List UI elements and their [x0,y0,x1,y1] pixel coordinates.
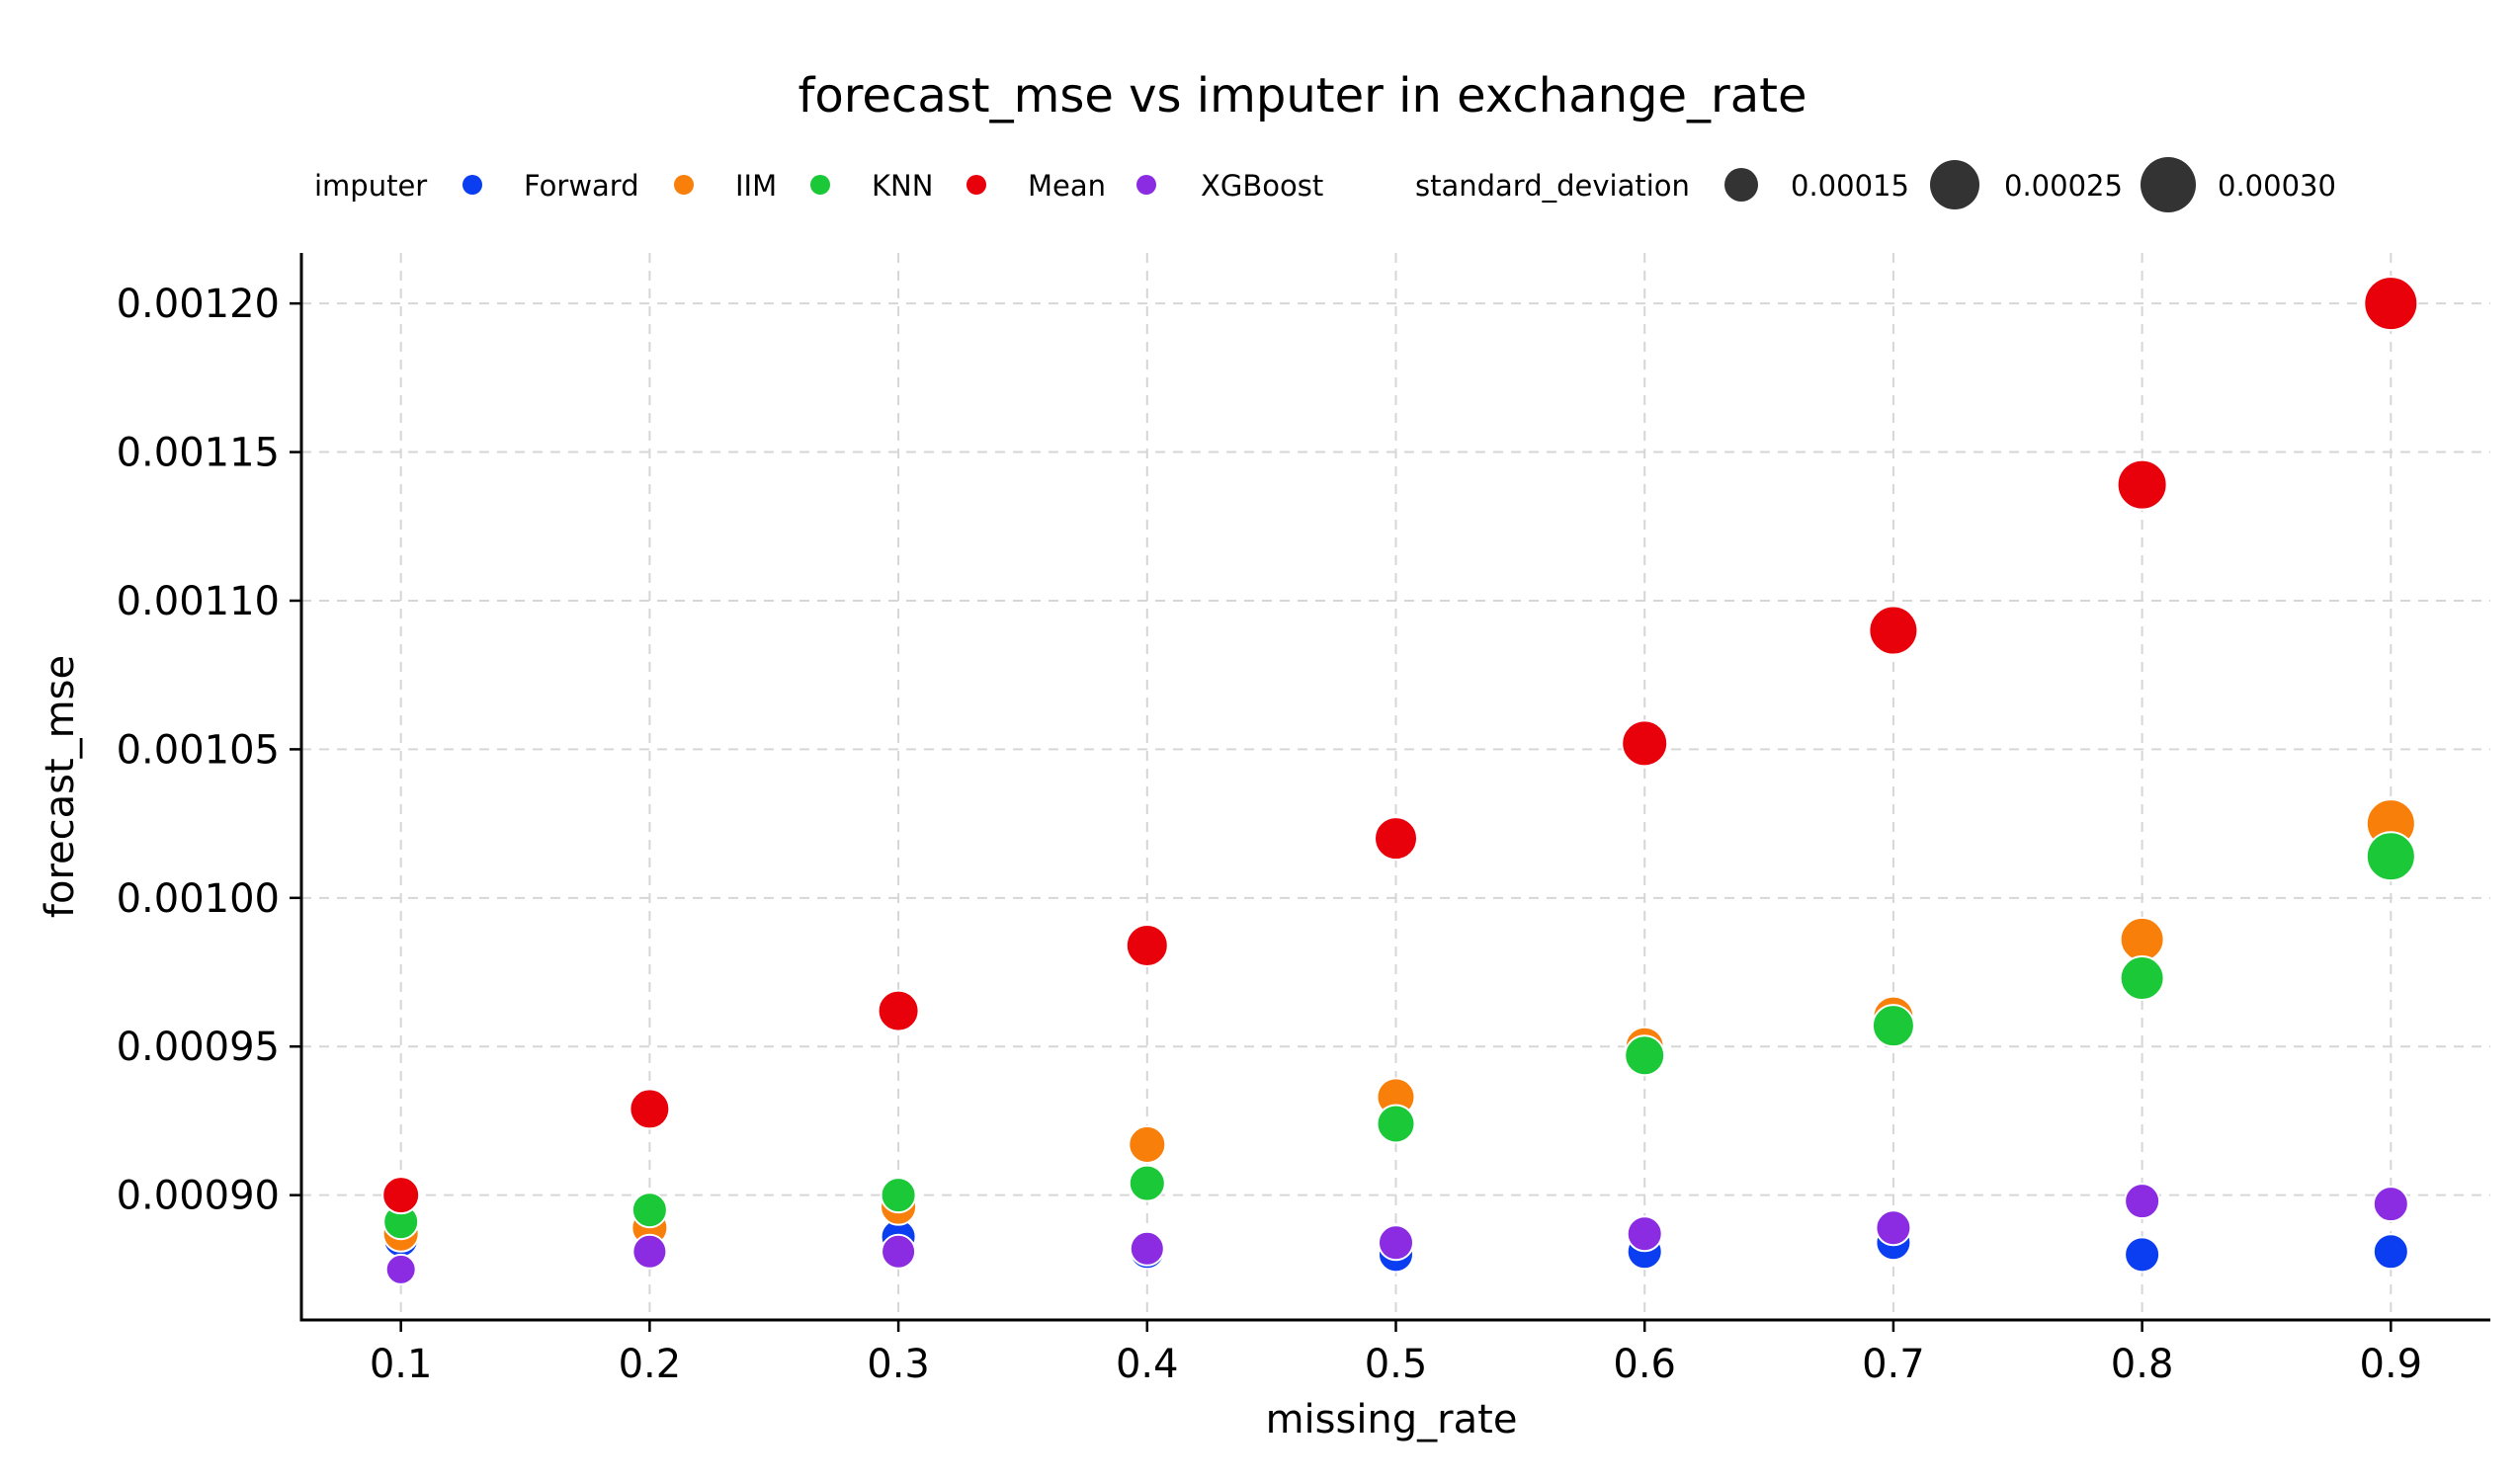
data-point [2124,1183,2161,1220]
legend-size-item: 0.00025 [1930,160,2123,209]
legend-marker [1136,175,1156,195]
legend-item-iim: IIM [674,169,777,203]
data-point [629,1088,671,1130]
legend-marker [462,175,482,195]
y-tick-label: 0.00105 [117,727,280,773]
data-point [1621,719,1669,768]
data-point [1128,1164,1166,1202]
data-point [1871,1004,1915,1048]
legend-label: KNN [872,169,933,203]
x-tick-label: 0.4 [1116,1342,1179,1387]
data-point [880,1177,917,1214]
legend-item-xgboost: XGBoost [1136,169,1323,203]
y-tick-label: 0.00100 [117,876,280,922]
chart-title: forecast_mse vs imputer in exchange_rate [798,68,1806,124]
y-tick-label: 0.00110 [117,579,280,624]
data-point [1128,1125,1167,1165]
series-knn [382,831,2416,1241]
legend-label: IIM [735,169,777,203]
series-mean [381,276,2419,1215]
legend-item-forward: Forward [462,169,639,203]
y-tick-label: 0.00115 [117,431,280,476]
legend-size-item: 0.00015 [1724,168,1909,203]
data-point [381,1176,421,1215]
y-tick-label: 0.00095 [117,1025,280,1070]
x-tick-label: 0.9 [2360,1342,2423,1387]
legend-size-label: 0.00030 [2218,169,2336,203]
data-point [1374,816,1418,862]
data-point [1125,923,1169,967]
legend-size-marker [2141,157,2196,212]
legend-size-marker [1724,168,1758,202]
series-iim [381,798,2416,1253]
data-point [1875,1209,1912,1247]
x-tick-label: 0.6 [1613,1342,1676,1387]
x-tick-label: 0.2 [619,1342,682,1387]
legend-hue-title: imputer [314,169,427,203]
data-point [631,1233,668,1270]
legend-marker [674,175,694,195]
x-tick-label: 0.7 [1862,1342,1925,1387]
legend-size-label: 0.00025 [2004,169,2123,203]
legend-label: Mean [1028,169,1106,203]
legend-label: XGBoost [1201,169,1323,203]
legend-label: Forward [524,169,639,203]
legend-size-label: 0.00015 [1791,169,1909,203]
x-tick-label: 0.1 [370,1342,433,1387]
x-axis-title: missing_rate [1266,1397,1518,1442]
data-point [2119,916,2165,962]
data-point [2363,276,2419,332]
data-point [2365,831,2416,882]
data-point [384,1253,417,1285]
legend-marker [966,175,986,195]
data-point [1376,1104,1416,1144]
legend-marker [810,175,830,195]
grid [301,253,2490,1320]
y-axis-title: forecast_mse [38,655,83,918]
legend-item-knn: KNN [810,169,933,203]
data-point [1626,1215,1663,1253]
data-point [1129,1230,1165,1267]
x-tick-label: 0.3 [867,1342,930,1387]
series-xgboost [384,1183,2409,1285]
data-points [381,276,2419,1285]
data-point [2119,955,2165,1002]
data-point [2116,458,2168,511]
y-tick-label: 0.00120 [117,282,280,327]
legend-size-title: standard_deviation [1415,169,1690,203]
data-point [1378,1224,1414,1262]
y-tick-label: 0.00090 [117,1174,280,1219]
data-point [1624,1034,1666,1077]
data-point [881,1233,917,1270]
legend: imputer Forward IIM KNN Mean XGBoost standar… [314,157,2336,212]
legend-size-marker [1930,160,1979,209]
legend-size-item: 0.00030 [2141,157,2336,212]
data-point [2372,1233,2409,1271]
x-tick-label: 0.8 [2111,1342,2174,1387]
data-point [630,1192,668,1229]
x-tick-label: 0.5 [1365,1342,1428,1387]
axes: 0.1 0.2 0.3 0.4 0.5 0.6 0.7 0.8 0.9 0.00090 0.0009… [117,253,2490,1387]
legend-item-mean: Mean [966,169,1106,203]
data-point [1868,605,1919,656]
data-point [2372,1186,2409,1223]
data-point [877,989,920,1032]
data-point [2124,1236,2161,1274]
